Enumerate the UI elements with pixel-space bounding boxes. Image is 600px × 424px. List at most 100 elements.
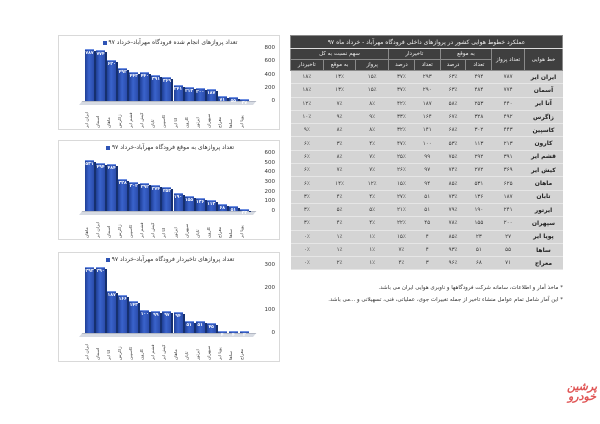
table-cell: ۵۱ — [465, 243, 492, 258]
table-cell: ۲۷٪ — [388, 190, 415, 204]
bar-value-label: ۴ — [220, 333, 224, 338]
bar: ۷۱ — [217, 96, 229, 103]
bar: ۴ — [228, 331, 238, 338]
table-cell: ۶٪ — [290, 163, 324, 178]
persian-khodro-logo: پرشین خودرو — [562, 381, 600, 403]
logo-line-2: خودرو — [567, 390, 596, 403]
bar: ۶۸ — [217, 204, 229, 211]
bar-value-label: ۱۶۶ — [118, 297, 127, 303]
table-cell: ۵۳٪ — [440, 136, 466, 151]
x-tick-label: کیش ایر — [151, 222, 157, 238]
table-cell: ۸٪ — [355, 97, 389, 111]
bar: ۱۸۷ — [107, 290, 119, 334]
header-airline: خط هوایی — [523, 48, 564, 71]
chart-title: تعداد پروازهای انجام شده فرودگاه مهرآباد… — [89, 39, 249, 46]
bar-value-label: ۱۴۳ — [129, 302, 138, 308]
bar-value-label: ۳۰۲ — [129, 183, 138, 189]
x-tick-label: ساها — [228, 229, 234, 238]
table-row: قشم ایر ۳۹۱ ۲۹۲ ۷۵٪ ۹۹ ۲۵٪ ۷٪ ۸٪ ۶٪ — [290, 150, 563, 165]
table-cell: ۲۱۳ — [491, 136, 525, 151]
table-cell: ۷۱ — [491, 256, 525, 271]
y-tick-label: 0 — [271, 208, 276, 214]
chart-total-flights: تعداد پروازهای انجام شده فرودگاه مهرآباد… — [58, 35, 280, 130]
x-tick-label: تابان — [195, 229, 201, 238]
table-cell: ۶۲۵ — [491, 176, 525, 191]
bar-value-label: ۷۸۷ — [85, 50, 94, 56]
bar-value-label: ۵۱ — [197, 323, 203, 329]
table-cell: ۴٪ — [355, 190, 389, 204]
bar: ۷۸۷ — [85, 48, 96, 102]
table-cell: ۸۵٪ — [440, 176, 466, 191]
y-tick-label: 200 — [264, 84, 276, 91]
table-cell: ۴۴۳ — [491, 123, 525, 138]
x-tick-label: پویا ایر — [239, 115, 245, 128]
x-axis-labels: ایران ایر آسمان آتا ایر زاگرس کاسپین کارون قشم… — [85, 338, 249, 360]
x-tick-label: کاسپین — [129, 224, 135, 238]
header-ontime-count: تعداد — [465, 59, 493, 71]
table-cell: ۶٪ — [290, 150, 324, 165]
table-cell: ۴ — [414, 243, 441, 258]
y-axis: 300 200 100 0 — [257, 262, 276, 336]
table-row: زاگرس ۴۹۲ ۳۲۸ ۶۷٪ ۱۶۴ ۳۳٪ ۹٪ ۹٪ ۱۰٪ — [290, 110, 563, 125]
table-cell: ۷۷۴ — [491, 83, 525, 98]
table-row: ماهان ۶۲۵ ۵۳۱ ۸۵٪ ۹۴ ۱۵٪ ۱۲٪ ۱۴٪ ۶٪ — [290, 176, 563, 191]
x-tick-label: ساها — [228, 119, 234, 128]
y-tick-label: 400 — [264, 169, 276, 176]
airline-name-cell: تابان — [524, 190, 563, 204]
bar-value-label: ۵۵ — [230, 99, 237, 105]
y-tick-label: 100 — [264, 198, 276, 205]
bar-value-label: ۲۴۱ — [173, 87, 183, 93]
bar: ۳۰۲ — [129, 181, 141, 212]
table-cell: ۹٪ — [355, 110, 389, 125]
table-cell: ۷٪ — [388, 243, 415, 258]
table-cell: ۰٪ — [290, 230, 324, 244]
airline-name-cell: آتا ایر — [524, 97, 563, 111]
table-cell: ۱۳٪ — [323, 70, 356, 85]
x-tick-label: آسمان — [96, 115, 102, 128]
table-cell: ۱۴۱ — [414, 123, 441, 138]
bar: ۱۰۰ — [140, 310, 152, 333]
table-cell: ۱۸٪ — [290, 70, 324, 85]
table-cell: ۷۸٪ — [440, 216, 466, 231]
x-tick-label: آسمان — [96, 347, 102, 360]
table-row: کاسپین ۴۴۳ ۳۰۲ ۶۸٪ ۱۴۱ ۳۲٪ ۸٪ ۸٪ ۹٪ — [290, 123, 563, 138]
table-cell: ۲۵٪ — [388, 150, 415, 165]
bar: ۲۷۴ — [151, 184, 163, 212]
airline-name-cell: پویا ایر — [524, 230, 563, 244]
table-cell: ۸٪ — [355, 123, 389, 138]
bar-value-label: ۹۹ — [153, 312, 159, 318]
bar: ۱۳۶ — [195, 197, 207, 212]
table-cell: ۳٪ — [290, 190, 324, 204]
table-cell: ۱٪ — [355, 230, 389, 244]
table-cell: ۴٪ — [323, 190, 356, 204]
y-axis: 800 600 400 200 0 — [257, 45, 276, 104]
table-cell: ۵٪ — [323, 203, 356, 218]
bar: ۴۸۴ — [107, 164, 119, 211]
footnotes: * ماخذ آمار و اطلاعات، سامانه شرکت فرودگ… — [292, 285, 563, 309]
header-delayed-percent: درصد — [387, 59, 415, 71]
bar-value-label: ۷۷۴ — [96, 51, 105, 57]
table-cell: ۹۷ — [414, 163, 441, 178]
bar-value-label: ۲۵۳ — [162, 188, 172, 194]
chart-ontime-flights: تعداد پروازهای به موقع فرودگاه مهرآباد-خ… — [58, 140, 280, 240]
bar: ۱۸۷ — [206, 88, 218, 102]
bar: ۲۵۳ — [162, 186, 174, 212]
airline-name-cell: کاسپین — [524, 123, 563, 138]
bar-value-label: ۵۱ — [230, 208, 237, 214]
table-cell: ۲۲٪ — [388, 216, 415, 231]
header-flights: تعداد پرواز — [491, 48, 525, 71]
table-cell: ۷۵٪ — [440, 150, 466, 165]
table-cell: ۲٪ — [323, 256, 356, 271]
bar: ۴۴۰ — [140, 71, 152, 102]
legend-swatch-icon — [102, 40, 107, 45]
x-tick-label: معراج — [217, 116, 223, 128]
table-cell: ۲۷۲ — [465, 163, 492, 178]
x-tick-label: قشم ایر — [129, 112, 135, 128]
bar: ۱۴۳ — [129, 300, 141, 334]
table-cell: ۵۸٪ — [440, 97, 466, 111]
bar: ۲۹۰ — [96, 267, 108, 333]
table-cell: ۸٪ — [323, 150, 356, 165]
chart-delayed-flights: تعداد پروازهای تاخیردار فرودگاه مهرآباد-… — [58, 252, 280, 362]
table-cell: ۷٪ — [355, 150, 389, 165]
bar-value-label: ۱۱۳ — [207, 202, 216, 208]
